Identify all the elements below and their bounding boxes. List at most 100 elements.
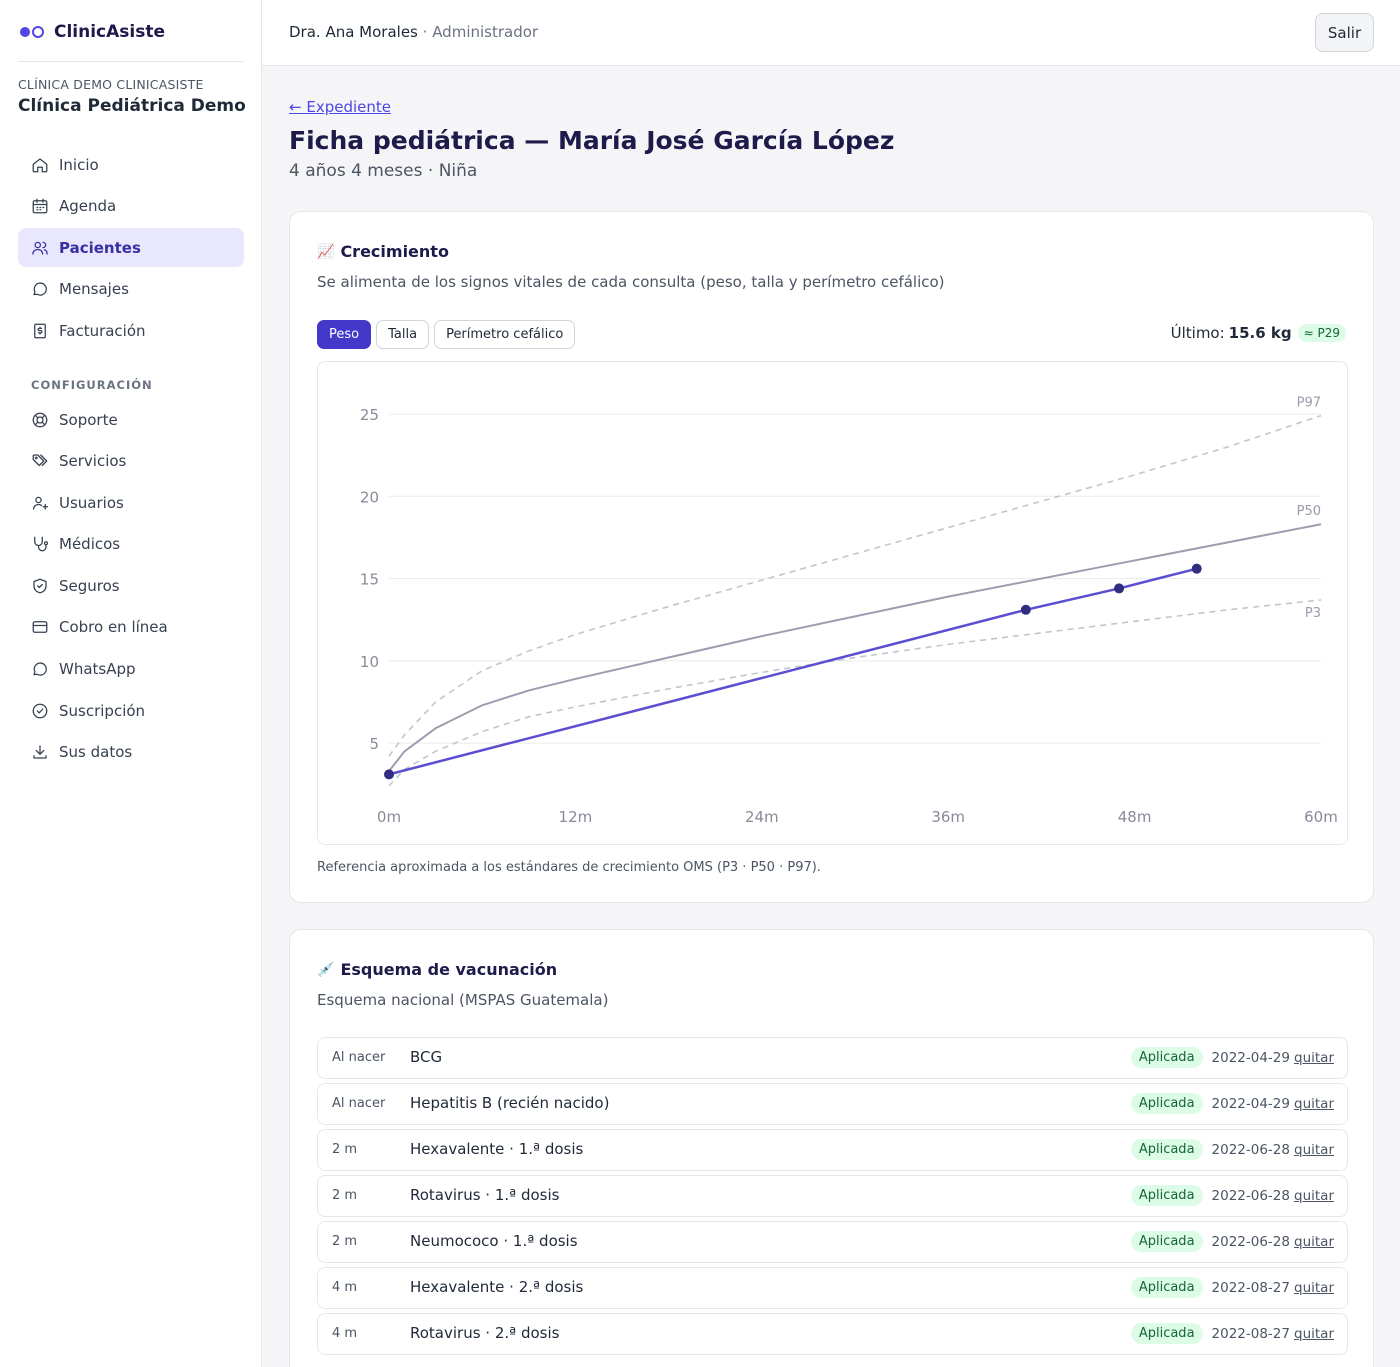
vaccine-age: 2 m [332,1142,358,1157]
vaccine-name: Hexavalente · 2.ª dosis [410,1278,584,1296]
sidebar-item-usuarios[interactable]: Usuarios [18,483,244,522]
user-name: Dra. Ana Morales [289,23,418,41]
remove-vaccine-link[interactable]: quitar [1294,1049,1334,1066]
vaccine-status-badge: Aplicada [1130,1185,1203,1206]
config-section-label: CONFIGURACIÓN [31,378,153,392]
vaccination-title: Esquema de vacunación [340,960,558,979]
shield-icon [31,577,49,595]
calendar-icon [31,197,49,215]
download-icon [31,743,49,761]
sidebar-item-pacientes[interactable]: Pacientes [18,228,244,268]
vaccine-date: 2022-04-29 [1211,1095,1290,1112]
sidebar: ClinicAsiste CLÍNICA DEMO CLINICASISTE C… [0,0,262,1367]
vaccine-status-badge: Aplicada [1130,1323,1203,1344]
weight-data-point [1114,583,1125,594]
back-to-record-link[interactable]: ← Expediente [289,98,391,116]
y-tick-label: 25 [360,406,379,424]
x-tick-label: 0m [377,808,401,826]
y-tick-label: 15 [360,571,379,589]
sidebar-item-cobro-en-linea[interactable]: Cobro en línea [18,608,244,647]
message-icon [31,280,49,298]
vaccine-status-badge: Aplicada [1130,1277,1203,1298]
org-kicker: CLÍNICA DEMO CLINICASISTE [18,77,204,92]
metric-tabs: Peso Talla Perímetro cefálico [317,320,576,349]
growth-chart: 5 10 15 20 25 0m 12m 24m 36m 48m 60m P97 P50 P3 [317,361,1348,845]
tab-perimetro-cefalico[interactable]: Perímetro cefálico [434,320,576,349]
users-icon [31,239,49,257]
vaccine-date: 2022-06-28 [1211,1187,1290,1204]
reference-label-p3: P3 [1305,606,1321,621]
sidebar-item-mensajes[interactable]: Mensajes [18,270,244,309]
brand-logo[interactable]: ClinicAsiste [20,20,165,44]
vaccine-row: 4 m Rotavirus · 2.ª dosis Aplicada 2022-0… [317,1313,1348,1355]
remove-vaccine-link[interactable]: quitar [1294,1325,1334,1342]
x-tick-label: 12m [559,808,593,826]
brand-name: ClinicAsiste [54,22,166,42]
sidebar-item-sus-datos[interactable]: Sus datos [18,733,244,772]
vaccine-row: 2 m Neumococo · 1.ª dosis Aplicada 2022-0… [317,1221,1348,1263]
latest-measurement: Último: 15.6 kg ≈ P29 [1171,324,1346,342]
percentile-badge: ≈ P29 [1297,324,1346,342]
remove-vaccine-link[interactable]: quitar [1294,1233,1334,1250]
sidebar-item-suscripcion[interactable]: Suscripción [18,691,244,730]
y-tick-label: 20 [360,488,379,506]
vaccine-date: 2022-08-27 [1211,1279,1290,1296]
patient-summary: 4 años 4 meses · Niña [289,161,478,181]
vaccine-age: 2 m [332,1188,358,1203]
sidebar-item-medicos[interactable]: Médicos [18,525,244,564]
vaccine-row: Al nacer Hepatitis B (recién nacido) Apl… [317,1083,1348,1125]
sidebar-item-soporte[interactable]: Soporte [18,400,244,439]
vaccine-status-badge: Aplicada [1130,1047,1203,1068]
sidebar-item-label: Suscripción [59,701,146,720]
vaccine-row: 4 m Hexavalente · 2.ª dosis Aplicada 2022… [317,1267,1348,1309]
remove-vaccine-link[interactable]: quitar [1294,1279,1334,1296]
growth-description: Se alimenta de los signos vitales de cad… [317,273,945,291]
sidebar-item-label: Sus datos [59,743,133,762]
sidebar-item-servicios[interactable]: Servicios [18,442,244,481]
vaccine-age: Al nacer [332,1096,386,1111]
tab-peso[interactable]: Peso [317,320,372,349]
vaccine-name: Rotavirus · 1.ª dosis [410,1186,560,1204]
tab-talla[interactable]: Talla [376,320,430,349]
check-badge-icon [31,702,49,720]
growth-title: Crecimiento [340,242,449,261]
sidebar-item-label: Agenda [59,197,117,216]
reference-curve-p97 [388,414,1322,757]
sidebar-item-facturacion[interactable]: Facturación [18,311,244,350]
weight-series-line [388,567,1198,776]
vaccine-age: 4 m [332,1326,358,1341]
sidebar-item-label: Médicos [59,535,121,554]
sidebar-item-label: Pacientes [59,238,141,257]
reference-label-p50: P50 [1297,504,1321,519]
sidebar-item-label: Inicio [59,155,99,174]
growth-card-title: 📈 Crecimiento [317,242,449,261]
sidebar-item-label: Facturación [59,321,146,340]
vaccine-name: Rotavirus · 2.ª dosis [410,1324,560,1342]
sidebar-item-label: Servicios [59,452,127,471]
latest-value: 15.6 kg [1228,324,1292,342]
vaccine-date: 2022-06-28 [1211,1233,1290,1250]
vaccine-name: BCG [410,1048,443,1066]
sidebar-item-inicio[interactable]: Inicio [18,145,244,184]
main-nav: Inicio Agenda Pacientes Mensajes Factura… [18,145,244,353]
invoice-icon [31,322,49,340]
vaccine-row: 2 m Rotavirus · 1.ª dosis Aplicada 2022-0… [317,1175,1348,1217]
reference-curve-p3 [388,599,1322,787]
vaccine-age: 4 m [332,1280,358,1295]
remove-vaccine-link[interactable]: quitar [1294,1095,1334,1112]
logout-button[interactable]: Salir [1315,13,1374,52]
remove-vaccine-link[interactable]: quitar [1294,1187,1334,1204]
vaccine-status-badge: Aplicada [1130,1231,1203,1252]
reference-label-p97: P97 [1297,396,1321,411]
stethoscope-icon [31,535,49,553]
user-plus-icon [31,494,49,512]
sidebar-item-seguros[interactable]: Seguros [18,566,244,605]
sidebar-item-whatsapp[interactable]: WhatsApp [18,650,244,689]
y-tick-label: 5 [369,735,379,753]
sidebar-item-label: Soporte [59,410,118,429]
remove-vaccine-link[interactable]: quitar [1294,1141,1334,1158]
sidebar-item-agenda[interactable]: Agenda [18,187,244,226]
vaccination-description: Esquema nacional (MSPAS Guatemala) [317,991,609,1009]
sidebar-item-label: Cobro en línea [59,618,168,637]
page-title: Ficha pediátrica — María José García Lóp… [289,126,895,155]
